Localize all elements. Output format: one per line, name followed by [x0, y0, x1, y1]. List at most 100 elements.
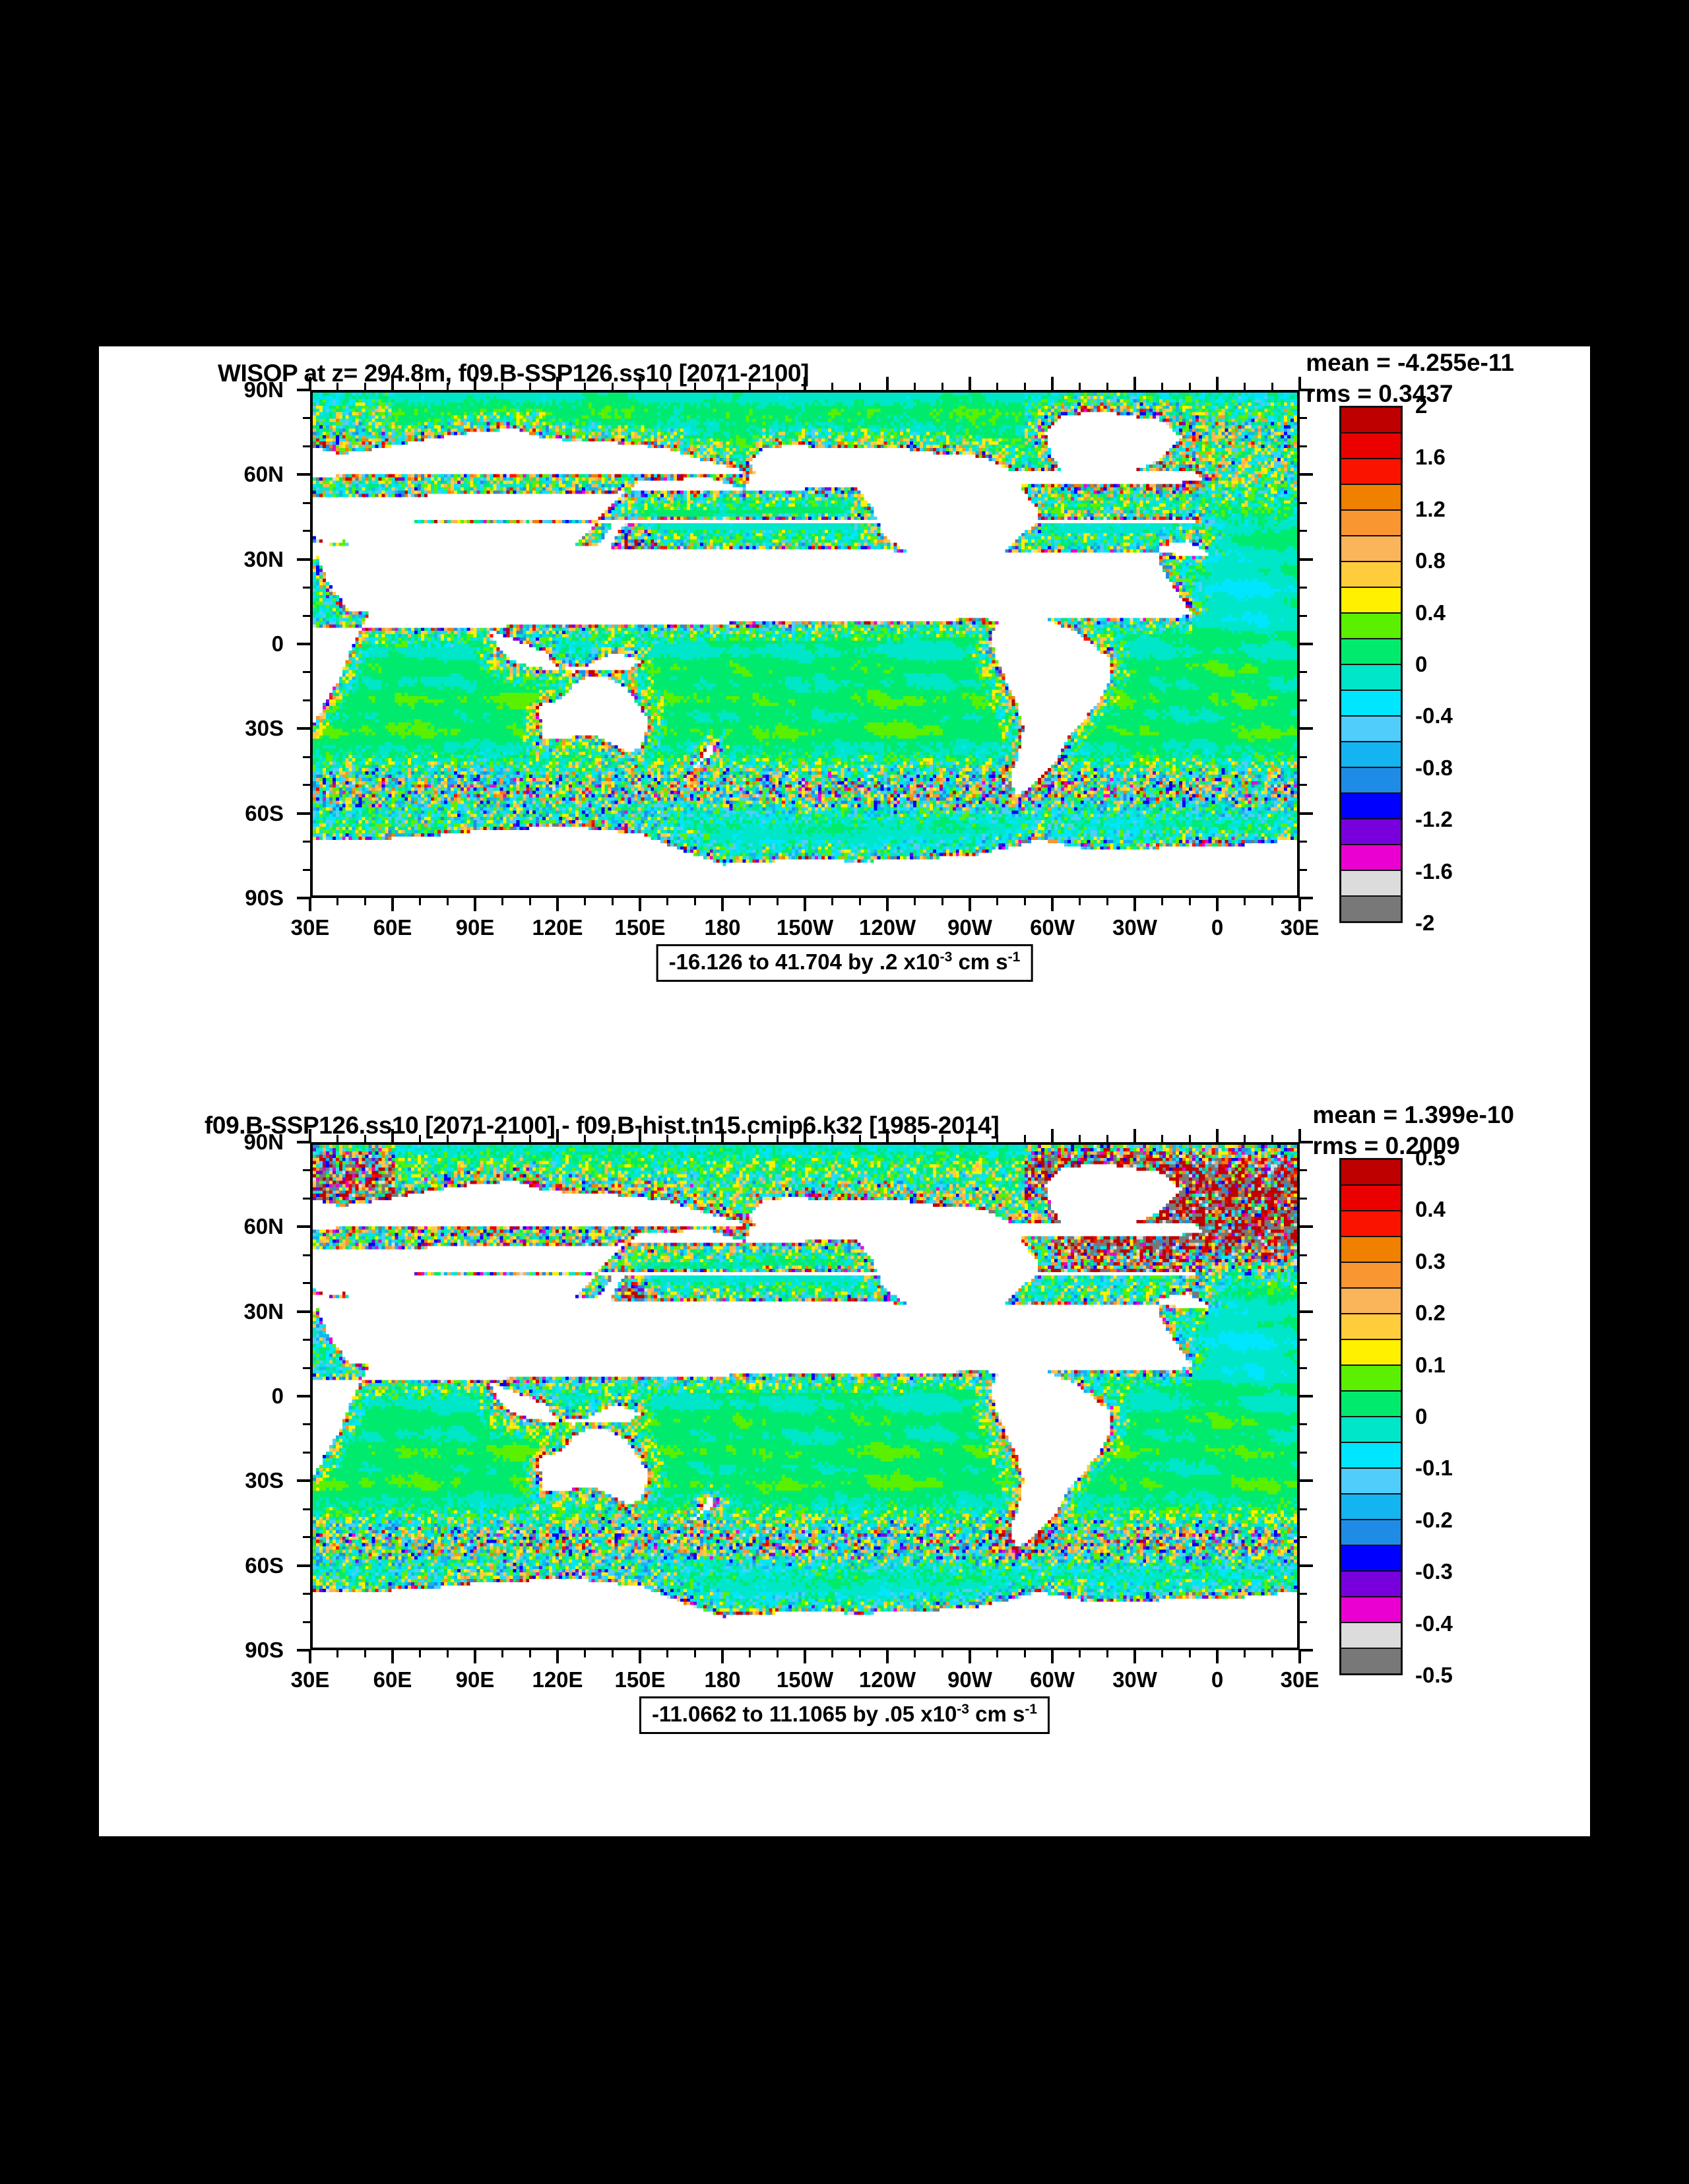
- x-tick-minor: [1188, 1649, 1191, 1657]
- x-tick-major: [804, 1649, 806, 1663]
- x-tick-minor: [666, 897, 669, 905]
- colorbar: [1339, 1158, 1403, 1675]
- y-axis-label: 90S: [245, 1638, 284, 1662]
- colorbar-label: -0.2: [1415, 1507, 1453, 1532]
- caption-box: -11.0662 to 11.1065 by .05 x10-3 cm s-1: [639, 1696, 1050, 1734]
- y-tick-minor: [303, 445, 311, 448]
- x-axis-label: 150W: [776, 915, 834, 940]
- x-tick-major: [1216, 1649, 1219, 1663]
- x-tick-minor-top: [693, 383, 696, 391]
- x-axis-label: 120E: [532, 1667, 583, 1692]
- x-tick-minor: [1023, 1649, 1026, 1657]
- colorbar-band: [1341, 691, 1401, 717]
- x-tick-minor-top: [1161, 383, 1164, 391]
- y-tick-major: [297, 1225, 311, 1229]
- x-tick-minor: [501, 897, 504, 905]
- panel-stats: mean = 1.399e-10 rms = 0.2009: [1313, 1100, 1514, 1161]
- x-tick-major-top: [804, 1129, 806, 1143]
- y-tick-minor-right: [1298, 1508, 1307, 1510]
- x-tick-minor-top: [584, 1135, 587, 1143]
- y-tick-minor-right: [1298, 1338, 1307, 1341]
- x-axis-label: 60W: [1030, 1667, 1075, 1692]
- stat-rms: rms = 0.3437: [1306, 379, 1453, 407]
- x-tick-minor: [528, 1649, 531, 1657]
- colorbar-band: [1341, 871, 1401, 897]
- x-tick-minor-top: [611, 383, 614, 391]
- x-axis-label: 30W: [1112, 1667, 1157, 1692]
- x-tick-minor-top: [364, 383, 366, 391]
- x-tick-minor: [666, 1649, 669, 1657]
- x-tick-major-top: [639, 1129, 641, 1143]
- x-tick-minor: [1106, 1649, 1108, 1657]
- colorbar-band: [1341, 1572, 1401, 1597]
- colorbar-band: [1341, 768, 1401, 794]
- x-tick-major: [391, 897, 394, 911]
- colorbar-band: [1341, 1160, 1401, 1186]
- figure-page: WISOP at z= 294.8m, f09.B-SSP126.ss10 [2…: [99, 346, 1590, 1836]
- colorbar-band: [1341, 1623, 1401, 1649]
- y-tick-major: [297, 558, 311, 561]
- y-tick-minor: [303, 501, 311, 504]
- y-tick-major-right: [1298, 897, 1313, 899]
- y-tick-minor-right: [1298, 1423, 1307, 1426]
- x-axis-label: 30E: [290, 1667, 330, 1692]
- panel-stats: mean = -4.255e-11 rms = 0.3437: [1306, 348, 1514, 409]
- x-tick-minor: [914, 1649, 916, 1657]
- x-tick-minor-top: [996, 1135, 999, 1143]
- x-tick-minor-top: [1244, 383, 1246, 391]
- x-tick-major: [1133, 897, 1136, 911]
- x-tick-minor-top: [1188, 383, 1191, 391]
- x-tick-major-top: [721, 377, 724, 391]
- x-tick-minor: [776, 1649, 779, 1657]
- y-tick-minor: [303, 1536, 311, 1539]
- x-tick-minor-top: [584, 383, 587, 391]
- x-axis-label: 120W: [858, 1667, 916, 1692]
- colorbar-band: [1341, 614, 1401, 639]
- x-tick-major: [969, 1649, 971, 1663]
- caption-units: cm s: [952, 949, 1008, 974]
- x-axis-label: 90W: [947, 1667, 992, 1692]
- colorbar-band: [1341, 1597, 1401, 1623]
- x-tick-minor-top: [1271, 1135, 1273, 1143]
- colorbar-band: [1341, 1546, 1401, 1572]
- x-axis-label: 150E: [614, 1667, 666, 1692]
- x-tick-major: [556, 897, 559, 911]
- colorbar-band: [1341, 639, 1401, 665]
- y-tick-minor-right: [1298, 1452, 1307, 1454]
- x-tick-minor: [749, 1649, 751, 1657]
- x-tick-minor: [501, 1649, 504, 1657]
- x-tick-minor: [611, 897, 614, 905]
- x-tick-minor: [1244, 897, 1246, 905]
- caption-exp-1: -3: [940, 949, 953, 965]
- y-tick-minor: [303, 1198, 311, 1200]
- y-tick-major: [297, 1395, 311, 1397]
- y-tick-major: [297, 897, 311, 899]
- y-tick-major-right: [1298, 1649, 1313, 1652]
- x-axis-label: 0: [1211, 1667, 1224, 1692]
- y-tick-minor: [303, 1508, 311, 1510]
- x-tick-minor-top: [749, 1135, 751, 1143]
- y-axis-label: 0: [271, 631, 284, 656]
- x-tick-minor: [831, 1649, 834, 1657]
- colorbar-label: -1.2: [1415, 807, 1453, 832]
- y-tick-minor-right: [1298, 784, 1307, 787]
- x-tick-major-top: [1133, 377, 1136, 391]
- map-field-0: [313, 393, 1297, 895]
- x-tick-minor: [1188, 897, 1191, 905]
- x-tick-major-top: [639, 377, 641, 391]
- x-tick-major: [804, 897, 806, 911]
- colorbar-band: [1341, 408, 1401, 434]
- x-tick-minor: [941, 1649, 943, 1657]
- x-tick-major: [391, 1649, 394, 1663]
- y-tick-minor-right: [1298, 586, 1307, 589]
- y-tick-major-right: [1298, 1225, 1313, 1229]
- y-tick-minor: [303, 586, 311, 589]
- x-tick-minor-top: [1023, 383, 1026, 391]
- colorbar-label: -0.3: [1415, 1559, 1453, 1584]
- stat-mean: mean = -4.255e-11: [1306, 349, 1514, 376]
- x-tick-minor-top: [611, 1135, 614, 1143]
- y-tick-minor: [303, 784, 311, 787]
- x-tick-minor-top: [1023, 1135, 1026, 1143]
- x-tick-minor-top: [1188, 1135, 1191, 1143]
- x-tick-minor-top: [1161, 1135, 1164, 1143]
